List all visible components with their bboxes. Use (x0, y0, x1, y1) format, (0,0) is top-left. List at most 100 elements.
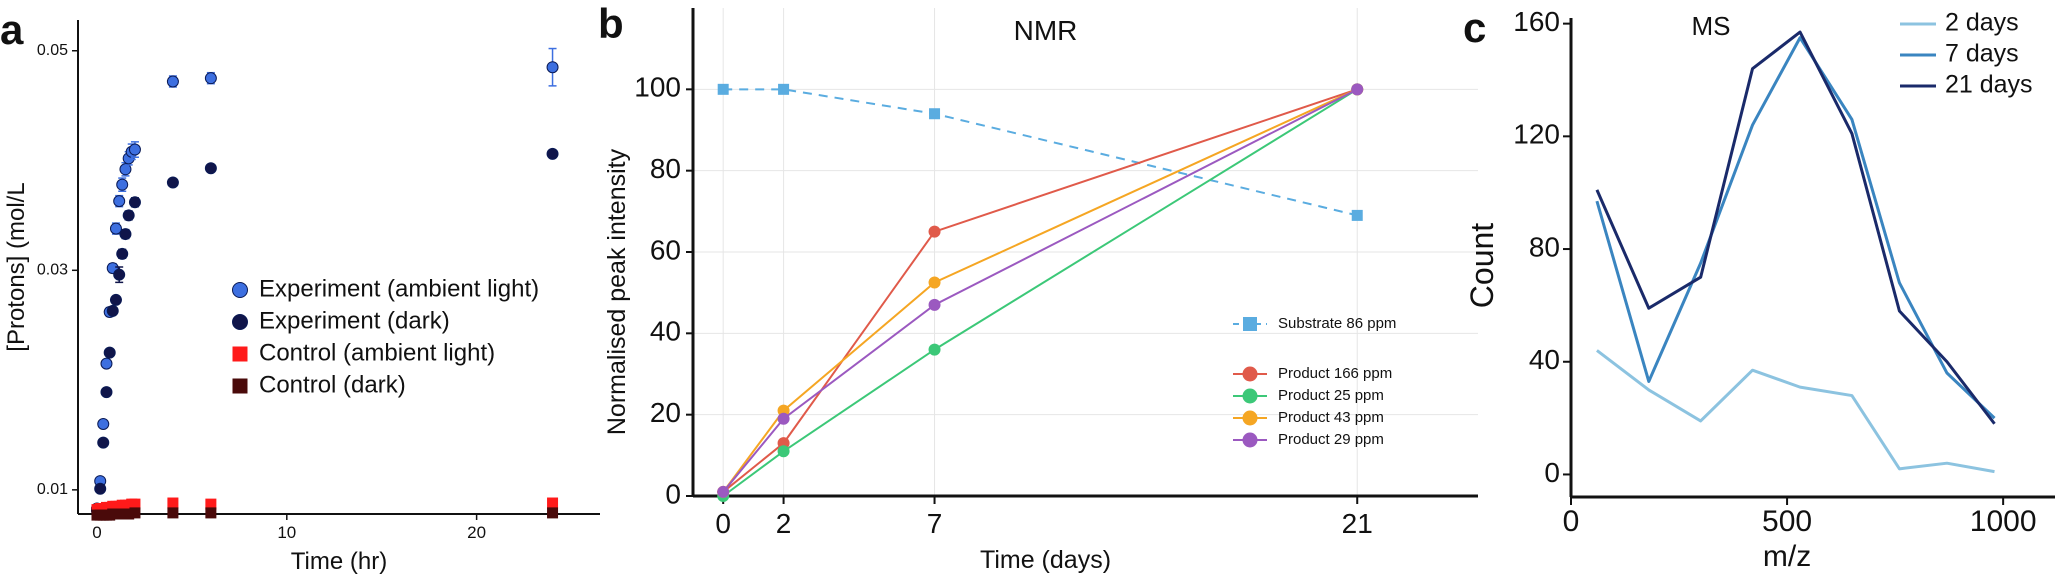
panel-a-point (123, 508, 135, 520)
panel-a-point (167, 507, 179, 519)
panel-a-point (97, 417, 110, 430)
panel-b-y-tick-label: 60 (650, 234, 681, 265)
panel-b-y-tick-label: 40 (650, 316, 681, 347)
panel-a-point (103, 346, 116, 359)
panel-a-y-tick-label: 0.01 (37, 481, 68, 498)
panel-a-point (122, 209, 135, 222)
panel-b-x-tick-label: 2 (776, 508, 792, 539)
panel-c-series-line (1596, 349, 1995, 474)
panel-c-series-line (1595, 30, 1996, 425)
panel-b-y-tick-label: 0 (665, 478, 681, 509)
panel-a-point (129, 507, 141, 519)
panel-b-y-tick-label: 100 (634, 72, 681, 103)
panel-c-legend-label: 7 days (1945, 40, 2019, 68)
panel-a-point (167, 497, 179, 509)
panel-b-x-axis-label: Time (days) (980, 546, 1111, 574)
panel-a-x-tick-label: 0 (92, 523, 101, 542)
panel-a-point (119, 228, 132, 241)
panel-b-series-line (722, 88, 1358, 493)
panel-b-title: NMR (1014, 15, 1078, 46)
panel-c-x-tick-label: 500 (1762, 505, 1812, 538)
panel-a-point (204, 72, 217, 85)
panel-a-legend-label: Experiment (dark) (259, 307, 450, 334)
panel-c-y-tick-label: 0 (1544, 457, 1560, 488)
panel-c-x-axis-label: m/z (1763, 540, 1811, 573)
panel-b-series-line (723, 88, 1358, 217)
panel-b-x-tick-label: 7 (927, 508, 943, 539)
panel-b: b NMR 0 20 40 60 80 100 0 2 7 21 Time (days) Normalis… (598, 0, 1478, 574)
panel-b-legend-label: Product 25 ppm (1278, 387, 1384, 404)
panel-b-point (717, 83, 729, 95)
panel-c-x-tick-label: 0 (1563, 505, 1580, 538)
panel-b-legend-marker (1243, 317, 1257, 331)
panel-a-point (205, 498, 217, 510)
panel-a-point (128, 196, 141, 209)
panel-a-x-tick-label: 10 (277, 523, 296, 542)
panel-b-x-tick-label: 21 (1342, 508, 1373, 539)
panel-a-x-tick-label: 20 (467, 523, 486, 542)
panel-b-legend-marker (1242, 432, 1258, 448)
panel-c-y-axis-label: Count (1464, 223, 1500, 309)
panel-a-point (128, 143, 141, 156)
panel-c-x-tick-label: 1000 (1970, 505, 2037, 538)
panel-a-point (116, 178, 129, 191)
panel-b-label: b (598, 0, 624, 47)
panel-b-legend-label: Product 29 ppm (1278, 431, 1384, 448)
panel-a-point (166, 176, 179, 189)
panel-a-legend-label: Experiment (ambient light) (259, 275, 539, 302)
panel-c-title: MS (1692, 11, 1731, 41)
panel-a-point (100, 386, 113, 399)
panel-a-point (119, 163, 132, 176)
panel-b-point (717, 485, 730, 498)
panel-c: c MS 0 40 80 120 160 0 500 1000 m/z Count 2 days 7 da… (1463, 4, 2055, 573)
panel-b-y-tick-label: 80 (650, 153, 681, 184)
panel-c-y-tick-label: 160 (1513, 6, 1560, 37)
panel-b-legend-label: Product 166 ppm (1278, 365, 1392, 382)
panel-b-series-line (722, 88, 1358, 493)
panel-c-legend-label: 2 days (1945, 9, 2019, 37)
panel-a-label: a (0, 6, 24, 53)
panel-c-legend-label: 21 days (1945, 71, 2033, 99)
panel-a-point (204, 162, 217, 175)
panel-b-y-tick-label: 20 (650, 397, 681, 428)
panel-b-y-axis-label: Normalised peak intensity (603, 148, 631, 435)
panel-a-legend-marker (232, 346, 248, 362)
panel-a-x-axis-label: Time (hr) (291, 548, 387, 574)
panel-b-point (928, 276, 941, 289)
panel-b-legend-marker (1242, 388, 1258, 404)
panel-c-y-tick-label: 80 (1529, 231, 1560, 262)
panel-a-point (113, 195, 126, 208)
panel-a-legend-label: Control (ambient light) (259, 339, 495, 366)
panel-b-legend-label: Product 43 ppm (1278, 409, 1384, 426)
panel-b-x-tick-label: 0 (715, 508, 731, 539)
panel-a-y-tick-label: 0.03 (37, 262, 68, 279)
panel-a-point (109, 293, 122, 306)
panel-a-point (106, 304, 119, 317)
panel-a-point (129, 498, 141, 510)
panel-c-y-tick-label: 40 (1529, 344, 1560, 375)
panel-b-point (1351, 83, 1364, 96)
panel-b-point (928, 298, 941, 311)
panel-a-legend-label: Control (dark) (259, 371, 406, 398)
panel-b-legend-marker (1242, 410, 1258, 426)
panel-a-point (205, 507, 217, 519)
panel-b-series-line (722, 88, 1358, 493)
panel-a-legend-marker (232, 314, 248, 330)
panel-a-y-tick-label: 0.05 (37, 42, 68, 59)
panel-a-point (116, 247, 129, 260)
panel-a-legend-marker (232, 378, 248, 394)
panel-a-legend-marker (232, 282, 248, 298)
panel-b-point (928, 343, 941, 356)
panel-a-y-axis-label: [Protons] (mol/L (3, 182, 30, 351)
panel-c-label: c (1463, 4, 1486, 51)
panel-b-point (929, 108, 941, 120)
panel-b-point (928, 225, 941, 238)
panel-a-point (97, 436, 110, 449)
panel-a-point (546, 61, 559, 74)
panel-a-point (546, 147, 559, 160)
panel-a-point (166, 75, 179, 88)
panel-b-series-line (722, 88, 1358, 497)
panel-a-point (94, 482, 107, 495)
panel-b-legend-marker (1242, 366, 1258, 382)
